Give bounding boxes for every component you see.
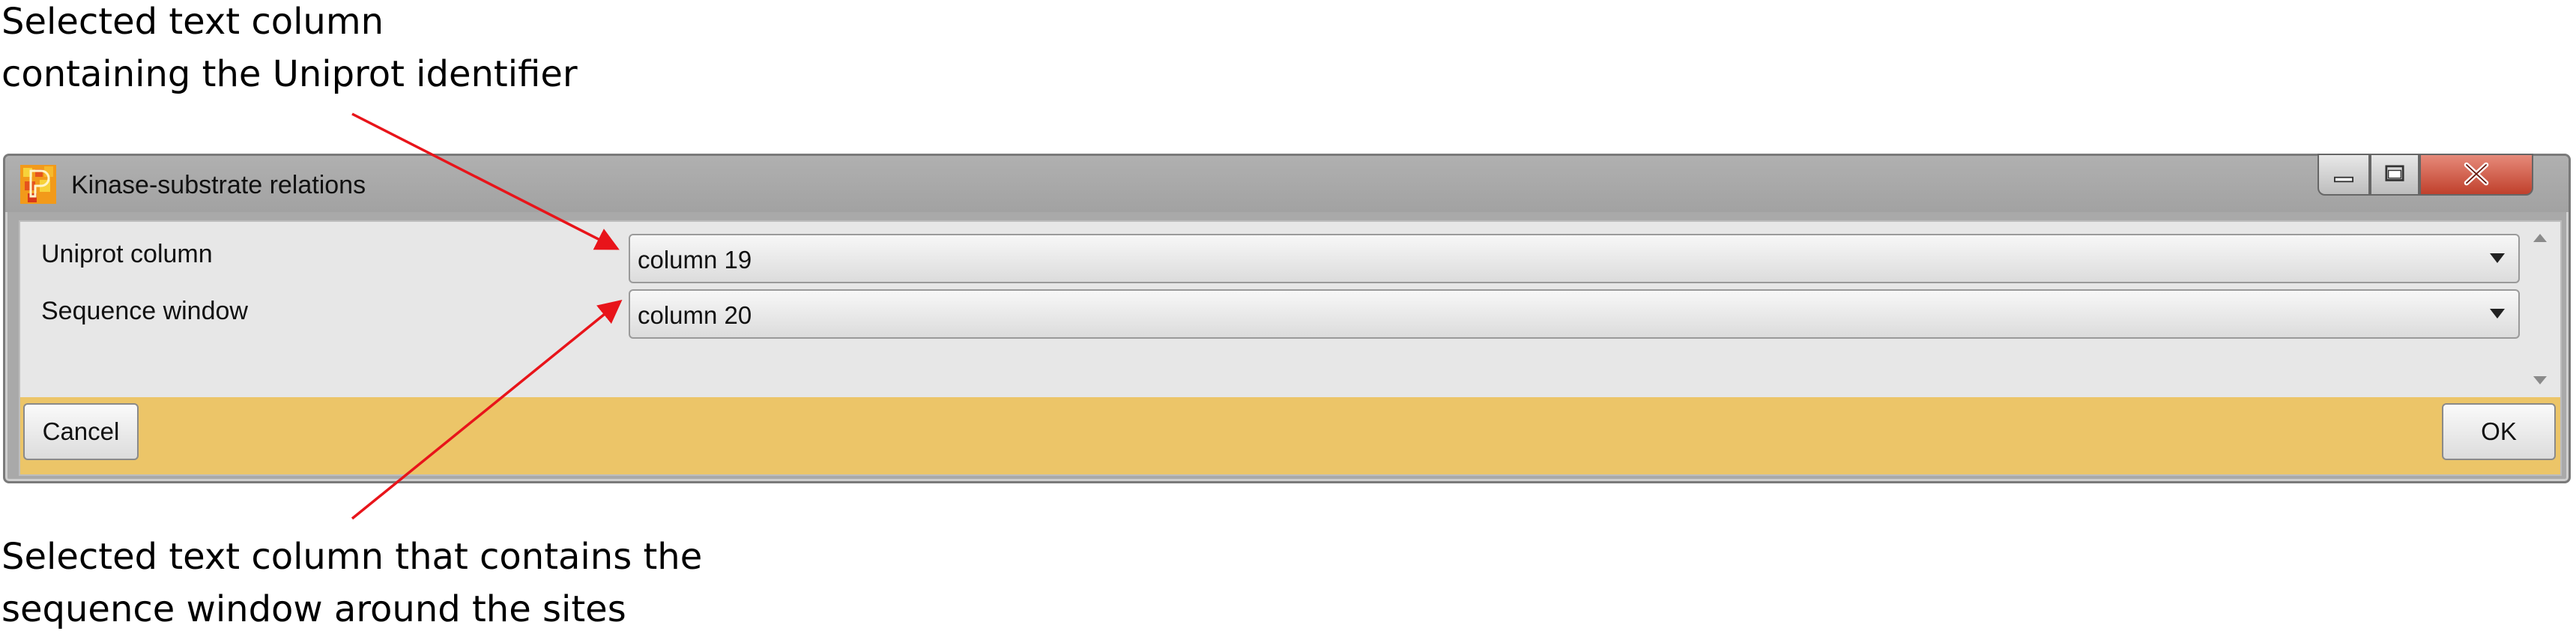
annotation-uniprot: Selected text column containing the Unip… bbox=[1, 0, 578, 100]
scroll-down-icon[interactable] bbox=[2533, 376, 2547, 384]
maximize-icon bbox=[2385, 165, 2404, 181]
scroll-up-icon[interactable] bbox=[2533, 234, 2547, 242]
minimize-icon bbox=[2334, 176, 2353, 183]
button-bar: Cancel OK bbox=[20, 397, 2560, 474]
ok-button[interactable]: OK bbox=[2442, 403, 2556, 460]
minimize-button[interactable] bbox=[2318, 154, 2370, 196]
annotation-line: containing the Uniprot identifier bbox=[1, 53, 578, 95]
uniprot-column-dropdown[interactable]: column 19 bbox=[629, 234, 2520, 283]
app-icon bbox=[20, 165, 56, 204]
annotation-line: sequence window around the sites bbox=[1, 588, 626, 630]
annotation-line: Selected text column bbox=[1, 1, 384, 43]
annotation-line: Selected text column that contains the bbox=[1, 536, 703, 578]
annotation-sequence-window: Selected text column that contains the s… bbox=[1, 531, 702, 636]
close-icon bbox=[2464, 162, 2489, 186]
vertical-scrollbar[interactable] bbox=[2518, 222, 2560, 397]
dialog-content: Uniprot column Sequence window column 19… bbox=[19, 220, 2562, 476]
title-bar[interactable]: Kinase-substrate relations bbox=[5, 154, 2569, 212]
uniprot-column-value: column 19 bbox=[638, 246, 752, 274]
close-button[interactable] bbox=[2419, 154, 2533, 196]
sequence-window-dropdown[interactable]: column 20 bbox=[629, 289, 2520, 339]
maximize-button[interactable] bbox=[2370, 154, 2419, 196]
sequence-window-label: Sequence window bbox=[41, 297, 248, 325]
cancel-button[interactable]: Cancel bbox=[23, 403, 139, 460]
sequence-window-value: column 20 bbox=[638, 301, 752, 329]
dropdown-arrow-icon bbox=[2490, 309, 2505, 319]
dialog-window: Kinase-substrate relations Uniprot colum… bbox=[3, 154, 2571, 483]
window-title: Kinase-substrate relations bbox=[71, 171, 366, 199]
dropdown-arrow-icon bbox=[2490, 253, 2505, 263]
uniprot-column-label: Uniprot column bbox=[41, 240, 213, 268]
